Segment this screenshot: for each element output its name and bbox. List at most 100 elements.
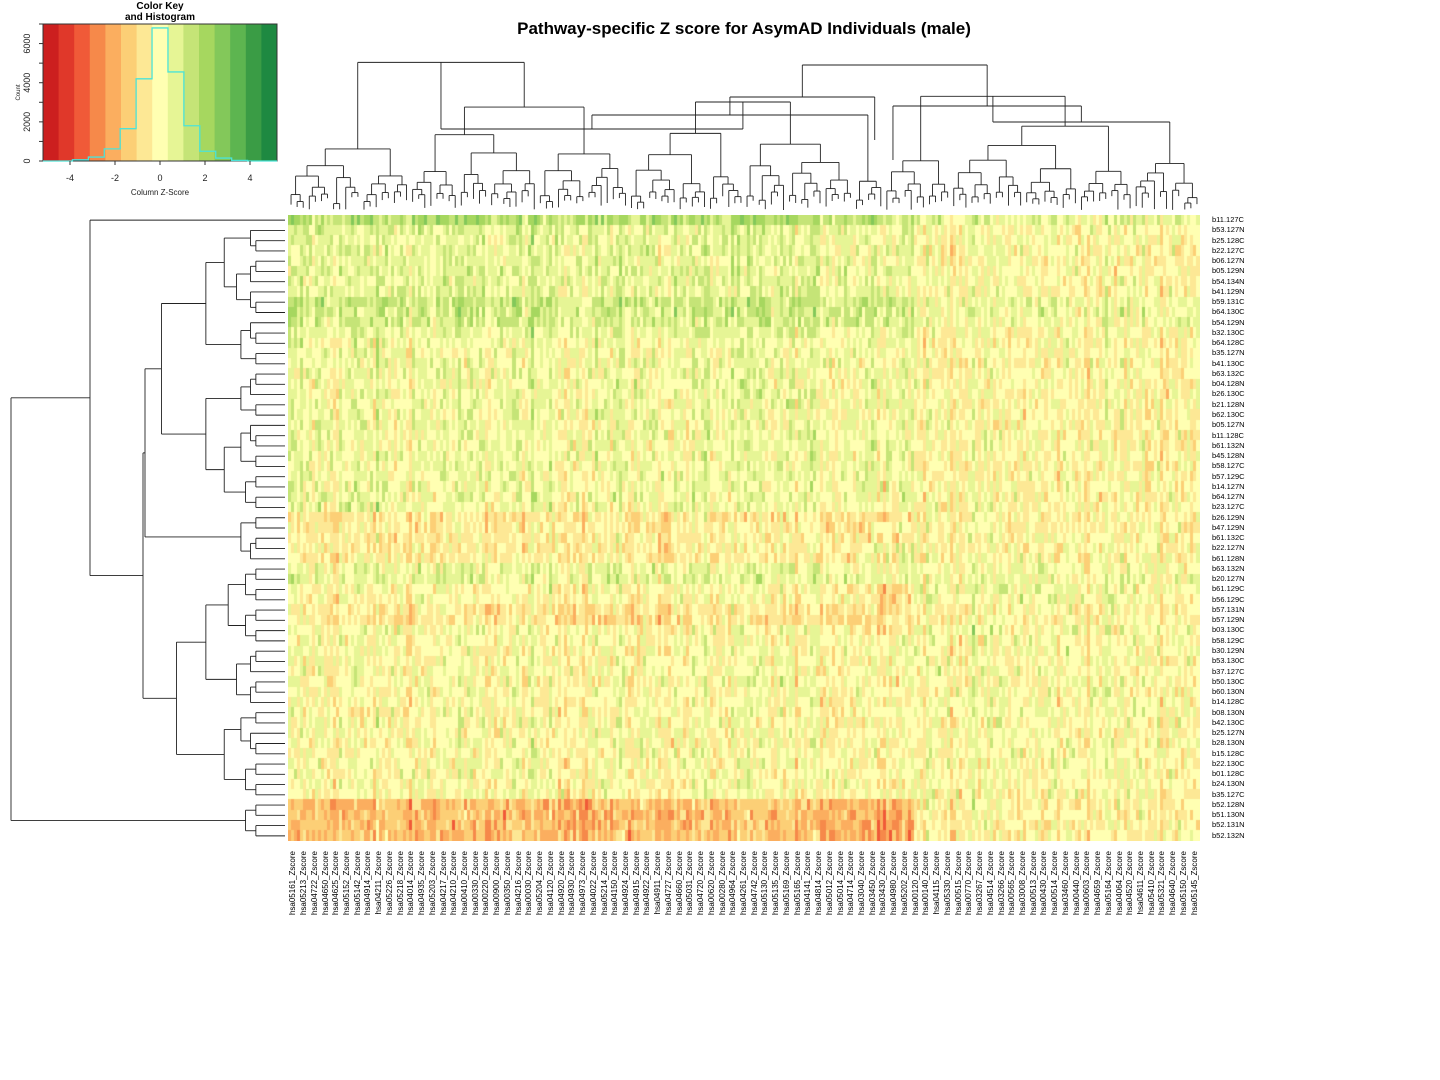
row-label: b60.130N [1212, 687, 1245, 697]
column-label: hsa00220_Zscore [481, 851, 491, 916]
column-label: hsa00770_Zscore [964, 851, 974, 916]
row-label: b54.129N [1212, 317, 1245, 327]
row-label: b23.127C [1212, 502, 1245, 512]
svg-text:Count: Count [16, 84, 22, 100]
column-label: hsa05135_Zscore [771, 851, 781, 916]
svg-text:0: 0 [22, 158, 32, 163]
row-label: b61.132C [1212, 533, 1245, 543]
color-key-title: Color Key and Histogram [95, 1, 225, 23]
column-label: hsa05142_Zscore [352, 851, 362, 916]
column-label: hsa04650_Zscore [320, 851, 330, 916]
svg-text:4000: 4000 [22, 73, 32, 93]
column-label: hsa05330_Zscore [942, 851, 952, 916]
column-label: hsa04980_Zscore [889, 851, 899, 916]
column-label: hsa04714_Zscore [846, 851, 856, 916]
row-label: b45.128N [1212, 451, 1245, 461]
color-key-title-line2: and Histogram [124, 12, 195, 23]
row-label: b57.131N [1212, 604, 1245, 614]
row-label: b53.127N [1212, 225, 1245, 235]
row-label: b26.129N [1212, 512, 1245, 522]
row-label: b08.130N [1212, 707, 1245, 717]
column-label: hsa04120_Zscore [545, 851, 555, 916]
column-label: hsa05161_Zscore [288, 851, 298, 916]
column-label: hsa05218_Zscore [395, 851, 405, 916]
column-label: hsa05145_Zscore [1189, 851, 1199, 916]
svg-text:2: 2 [202, 173, 207, 183]
row-label: b58.129C [1212, 635, 1245, 645]
row-label: b50.130C [1212, 676, 1245, 686]
column-label: hsa04722_Zscore [309, 851, 319, 916]
column-label: hsa04150_Zscore [610, 851, 620, 916]
column-label: hsa04914_Zscore [363, 851, 373, 916]
row-label: b58.127C [1212, 461, 1245, 471]
row-label: b41.129N [1212, 286, 1245, 296]
column-label: hsa04514_Zscore [985, 851, 995, 916]
row-label: b64.127N [1212, 492, 1245, 502]
column-label: hsa04930_Zscore [567, 851, 577, 916]
row-label: b63.132N [1212, 563, 1245, 573]
column-label: hsa04973_Zscore [578, 851, 588, 916]
row-label: b28.130N [1212, 738, 1245, 748]
row-label: b06.127N [1212, 256, 1245, 266]
column-label: hsa00515_Zscore [953, 851, 963, 916]
column-label: hsa00140_Zscore [921, 851, 931, 916]
row-label: b21.128N [1212, 399, 1245, 409]
row-label: b61.128N [1212, 553, 1245, 563]
column-label: hsa04964_Zscore [728, 851, 738, 916]
column-label: hsa04611_Zscore [1135, 851, 1145, 915]
column-label: hsa05203_Zscore [427, 851, 437, 916]
column-label: hsa05204_Zscore [535, 851, 545, 916]
svg-text:-2: -2 [111, 173, 119, 183]
column-label: hsa05150_Zscore [1178, 851, 1188, 916]
column-label: hsa04520_Zscore [1125, 851, 1135, 916]
column-label: hsa04014_Zscore [406, 851, 416, 916]
row-label: b57.129N [1212, 615, 1245, 625]
column-label: hsa00514_Zscore [1050, 851, 1060, 916]
row-label: b52.128N [1212, 799, 1245, 809]
row-label: b52.131N [1212, 820, 1245, 830]
column-label: hsa04640_Zscore [1168, 851, 1178, 916]
svg-text:Column Z-Score: Column Z-Score [131, 188, 190, 197]
column-label: hsa05226_Zscore [384, 851, 394, 916]
svg-text:6000: 6000 [22, 34, 32, 54]
row-label: b15.128C [1212, 748, 1245, 758]
column-label: hsa03460_Zscore [1060, 851, 1070, 916]
column-label: hsa05164_Zscore [1103, 851, 1113, 916]
column-label: hsa00430_Zscore [1039, 851, 1049, 916]
column-label: hsa05165_Zscore [792, 851, 802, 916]
column-label: hsa04727_Zscore [663, 851, 673, 916]
row-label: b22.127C [1212, 245, 1245, 255]
column-label: hsa03008_Zscore [1017, 851, 1027, 916]
column-label: hsa04022_Zscore [588, 851, 598, 916]
row-label: b56.129C [1212, 594, 1245, 604]
row-label: b61.132N [1212, 440, 1245, 450]
column-label: hsa05169_Zscore [781, 851, 791, 916]
column-label: hsa05014_Zscore [835, 851, 845, 916]
column-label: hsa05031_Zscore [685, 851, 695, 916]
column-label: hsa00120_Zscore [910, 851, 920, 916]
row-label: b59.131C [1212, 297, 1245, 307]
row-label: b63.132C [1212, 368, 1245, 378]
row-label: b47.129N [1212, 522, 1245, 532]
column-label: hsa04210_Zscore [449, 851, 459, 916]
column-label: hsa05130_Zscore [760, 851, 770, 916]
row-label: b42.130C [1212, 717, 1245, 727]
column-label: hsa04911_Zscore [653, 851, 663, 915]
row-label: b22.127N [1212, 543, 1245, 553]
column-label: hsa00030_Zscore [524, 851, 534, 916]
column-label: hsa05410_Zscore [1146, 851, 1156, 916]
column-label: hsa05214_Zscore [599, 851, 609, 916]
column-label: hsa04217_Zscore [438, 851, 448, 916]
column-label: hsa00513_Zscore [1028, 851, 1038, 916]
row-label: b05.129N [1212, 266, 1245, 276]
column-label: hsa00603_Zscore [1082, 851, 1092, 916]
column-label: hsa04922_Zscore [642, 851, 652, 916]
color-key-title-line1: Color Key [136, 1, 184, 12]
column-label: hsa00280_Zscore [717, 851, 727, 916]
column-label: hsa04141_Zscore [803, 851, 813, 916]
row-label: b35.127N [1212, 348, 1245, 358]
column-label: hsa05321_Zscore [1157, 851, 1167, 916]
row-label: b25.128C [1212, 235, 1245, 245]
column-label: hsa04660_Zscore [674, 851, 684, 916]
column-label: hsa04742_Zscore [749, 851, 759, 916]
